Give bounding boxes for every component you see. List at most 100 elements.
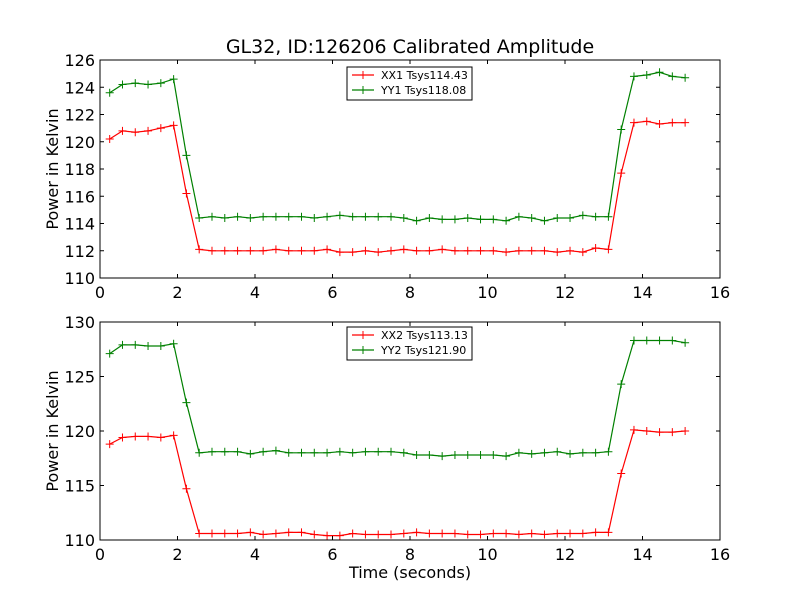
bottom-series-1-point [297,528,306,537]
top-series-2-point [335,211,344,220]
bottom-series-2-point [207,447,216,456]
bottom-series-2-point [118,340,127,349]
top-legend-marker-1 [359,71,367,79]
top-series-1-point [463,246,472,255]
top-series-1-point [182,189,191,198]
bottom-series-2-point [655,336,664,345]
bottom-series-2-point [681,338,690,347]
top-series-2-point [681,73,690,82]
bottom-series-2-point [387,447,396,456]
top-series-2-point [348,212,357,221]
bottom-x-tick-label: 8 [405,545,415,564]
bottom-series-2-point [271,446,280,455]
top-legend-box [346,66,473,101]
bottom-y-tick-label: 125 [64,368,95,387]
top-series-1-point [629,118,638,127]
top-y-tick-label: 116 [64,187,95,206]
bottom-series-2-point [131,340,140,349]
top-series-2-point [284,212,293,221]
top-series-1-point [323,245,332,254]
bottom-series-1-point [361,530,370,539]
bottom-y-tick-label: 110 [64,531,95,550]
bottom-series-1-point [387,530,396,539]
bottom-series-2-point [361,447,370,456]
bottom-series-1-point [335,531,344,540]
top-series-2-point [617,125,626,134]
top-series-2-point [399,214,408,223]
top-series-1-point [284,246,293,255]
top-series-2-point [527,214,536,223]
top-series-2-point [259,212,268,221]
top-series-2-point [502,216,511,225]
bottom-legend-marker-2 [359,346,367,354]
top-series-2-point [668,72,677,81]
top-series-1-point [207,246,216,255]
bottom-series-line-2 [109,339,686,457]
top-x-tick-label: 14 [632,283,652,302]
bottom-series-2-point [144,341,153,350]
top-legend-label-1: XX1 Tsys114.43 [381,69,468,82]
bottom-series-1-point [489,529,498,538]
bottom-series-2-point [169,339,178,348]
top-series-2-point [566,214,575,223]
top-series-1-point [578,248,587,257]
bottom-x-tick-label: 12 [555,545,575,564]
top-series-1-point [553,248,562,257]
top-series-line-1 [109,120,686,253]
bottom-series-2-point [502,452,511,461]
bottom-series-1-point [118,433,127,442]
top-series-1-point [540,246,549,255]
top-series-2-point [131,79,140,88]
bottom-series-1-point [233,529,242,538]
top-series-1-point [169,121,178,130]
bottom-series-1-point [131,432,140,441]
top-series-1-point [502,248,511,257]
bottom-series-2-point [591,448,600,457]
top-series-2-point [246,214,255,223]
top-series-1-point [681,118,690,127]
bottom-series-line-1 [109,429,686,537]
bottom-series-2-point [604,447,613,456]
chart-top: 0 2 4 6 8 10 12 14 16 110 112 114 116 118 120 122 124 126… [43,36,730,302]
bottom-series-2-point [156,341,165,350]
top-series-1-point [566,246,575,255]
bottom-x-axis-label: Time (seconds) [348,563,471,582]
bottom-series-1-point [438,529,447,538]
bottom-legend-label-1: XX2 Tsys113.13 [381,329,468,342]
top-series-1-point [233,246,242,255]
top-series-1-point [476,246,485,255]
top-x-tick-label: 12 [555,283,575,302]
top-x-tick-label: 16 [710,283,730,302]
top-series-2-point [233,212,242,221]
bottom-series-1-point [220,529,229,538]
bottom-series-2-point [348,448,357,457]
top-x-tick-label: 0 [95,283,105,302]
top-series-2-point [450,215,459,224]
bottom-series-2-point [668,336,677,345]
top-series-1-point [105,135,114,144]
bottom-series-2-point [578,448,587,457]
bottom-series-2-point [233,447,242,456]
bottom-y-tick-label: 115 [64,477,95,496]
bottom-series-2-point [310,448,319,457]
bottom-series-1-point [591,528,600,537]
bottom-series-2-point [463,450,472,459]
top-x-tick-label: 6 [327,283,337,302]
bottom-y-tick-label: 130 [64,313,95,332]
bottom-series-2-point [476,450,485,459]
bottom-series-1-point [144,432,153,441]
top-legend-marker-2 [359,86,367,94]
bottom-legend-box [346,326,473,361]
bottom-series-1-point [629,425,638,434]
top-y-tick-label: 112 [64,242,95,261]
top-series-2-point [220,214,229,223]
bottom-series-1-point [617,469,626,478]
top-series-2-point [156,79,165,88]
bottom-series-1-point [195,529,204,538]
top-series-2-point [169,75,178,84]
top-series-2-point [323,212,332,221]
top-series-1-point [450,246,459,255]
bottom-series-1-point [399,529,408,538]
bottom-legend-marker-1 [359,331,367,339]
top-series-1-point [310,246,319,255]
